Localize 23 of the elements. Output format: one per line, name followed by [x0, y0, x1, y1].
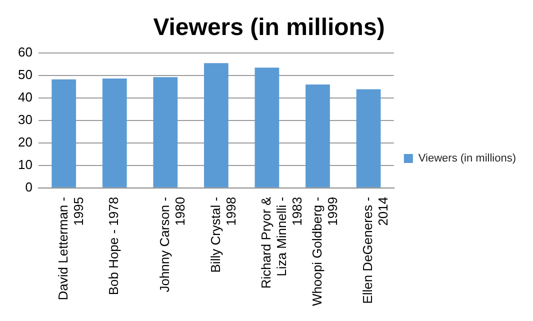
x-tick-label: Bob Hope - 1978 — [106, 196, 122, 296]
y-tick-label: 30 — [18, 112, 32, 127]
chart-title: Viewers (in millions) — [153, 14, 385, 42]
y-tick-label: 40 — [18, 89, 32, 104]
bar — [204, 63, 228, 188]
bar — [102, 78, 127, 188]
x-tick-label: Whoopi Goldberg - 1999 — [309, 196, 340, 306]
bar — [254, 68, 280, 188]
x-tick-label: David Letterman - 1995 — [55, 196, 86, 300]
x-tick-label: Johnny Carson - 1980 — [156, 196, 188, 292]
y-tick-label: 20 — [18, 134, 32, 150]
bar — [306, 84, 330, 188]
bar — [153, 77, 178, 188]
y-tick-label: 50 — [18, 66, 32, 82]
y-tick-label: 60 — [18, 44, 32, 60]
x-tick-label: Richard Pryor & Liza Minnelli - 1983 — [258, 196, 305, 289]
x-tick-label: Ellen DeGeneres - 2014 — [360, 196, 391, 304]
x-tick-label: Billy Crystal - 1998 — [208, 196, 238, 273]
legend-label: Viewers (in millions) — [418, 152, 516, 165]
y-tick-label: 10 — [18, 156, 32, 172]
y-tick-label: 0 — [25, 179, 32, 194]
bar — [52, 79, 76, 188]
bar — [356, 89, 381, 188]
